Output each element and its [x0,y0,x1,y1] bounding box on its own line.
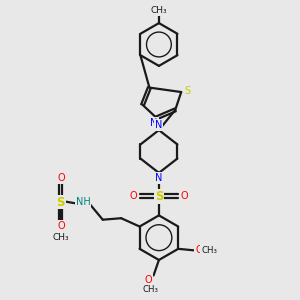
Text: N: N [155,120,163,130]
Text: S: S [155,190,163,202]
Text: N: N [155,173,163,183]
Text: S: S [185,85,191,96]
Text: S: S [57,196,65,208]
Text: O: O [57,221,64,231]
Text: O: O [57,173,64,183]
Text: N: N [151,118,158,128]
Text: CH₃: CH₃ [142,285,159,294]
Text: O: O [181,191,189,201]
Text: O: O [129,191,137,201]
Text: NH: NH [76,197,91,207]
Text: CH₃: CH₃ [201,245,217,254]
Text: O: O [144,274,152,285]
Text: O: O [195,245,203,255]
Text: CH₃: CH₃ [52,233,69,242]
Text: CH₃: CH₃ [151,6,167,15]
